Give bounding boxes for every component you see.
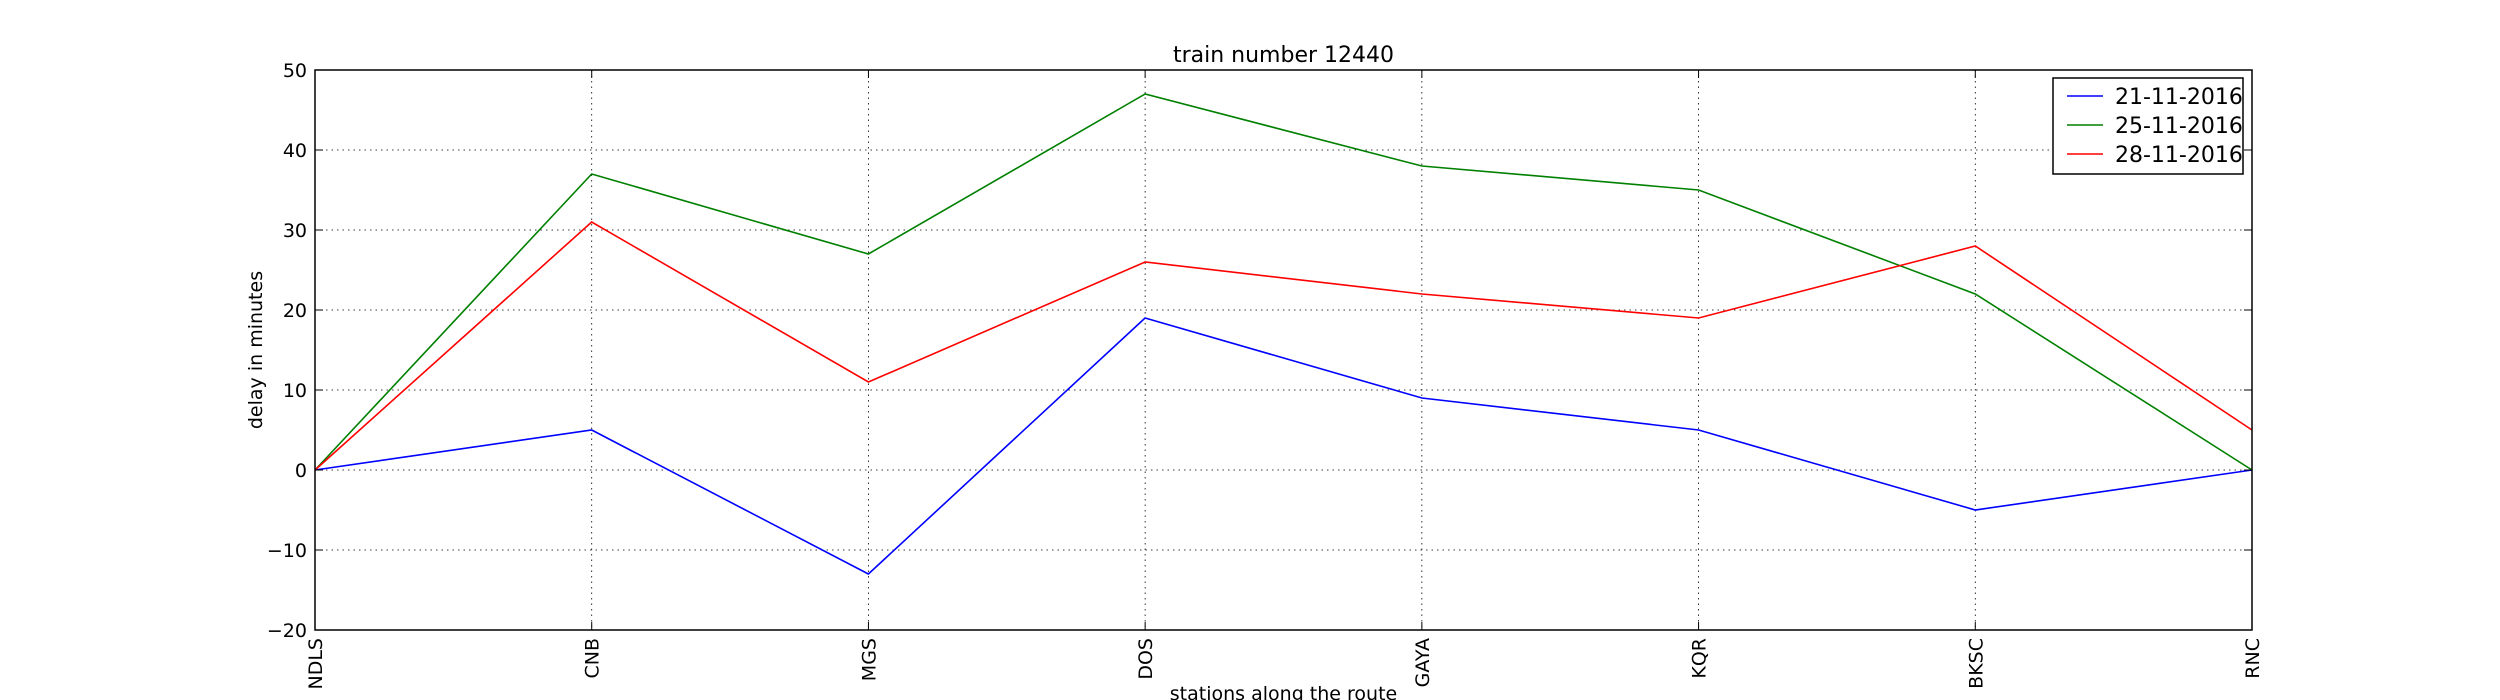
series-line [314,221,2253,471]
series-lines [314,93,2253,575]
y-tick-label: 30 [283,220,307,242]
y-axis-ticks: −20 −10 0 10 20 30 40 50 [267,60,2252,642]
legend-label: 25-11-2016 [2115,114,2243,139]
legend-frame [2052,77,2244,175]
x-tick-label: NDLS [305,638,327,690]
legend-label: 28-11-2016 [2115,143,2243,168]
y-tick-label: 20 [283,300,307,322]
x-tick-label: GAYA [1412,638,1434,687]
chart-title: train number 12440 [1173,43,1394,68]
legend-label: 21-11-2016 [2115,85,2243,110]
y-axis-label: delay in minutes [245,271,267,429]
y-tick-label: 10 [283,380,307,402]
y-tick-label: 40 [283,140,307,162]
series-line [314,93,2253,471]
y-tick-label: −20 [267,620,307,642]
x-tick-label: DOS [1135,638,1157,680]
y-tick-label: 50 [283,60,307,82]
legend: 21-11-2016 25-11-2016 28-11-2016 [2052,77,2244,175]
y-tick-label: −10 [267,540,307,562]
x-tick-label: RNC [2242,638,2264,679]
series-line [314,317,2253,575]
x-tick-label: CNB [582,638,604,679]
y-tick-label: 0 [295,460,307,482]
x-tick-label: KQR [1689,638,1711,679]
x-tick-label: BKSC [1965,638,1987,689]
plot-frame [314,69,2253,631]
x-axis-ticks: NDLS CNB MGS DOS GAYA KQR BKSC RNC [305,70,2264,690]
x-axis-label: stations along the route [1170,683,1397,700]
x-tick-label: MGS [858,638,880,681]
